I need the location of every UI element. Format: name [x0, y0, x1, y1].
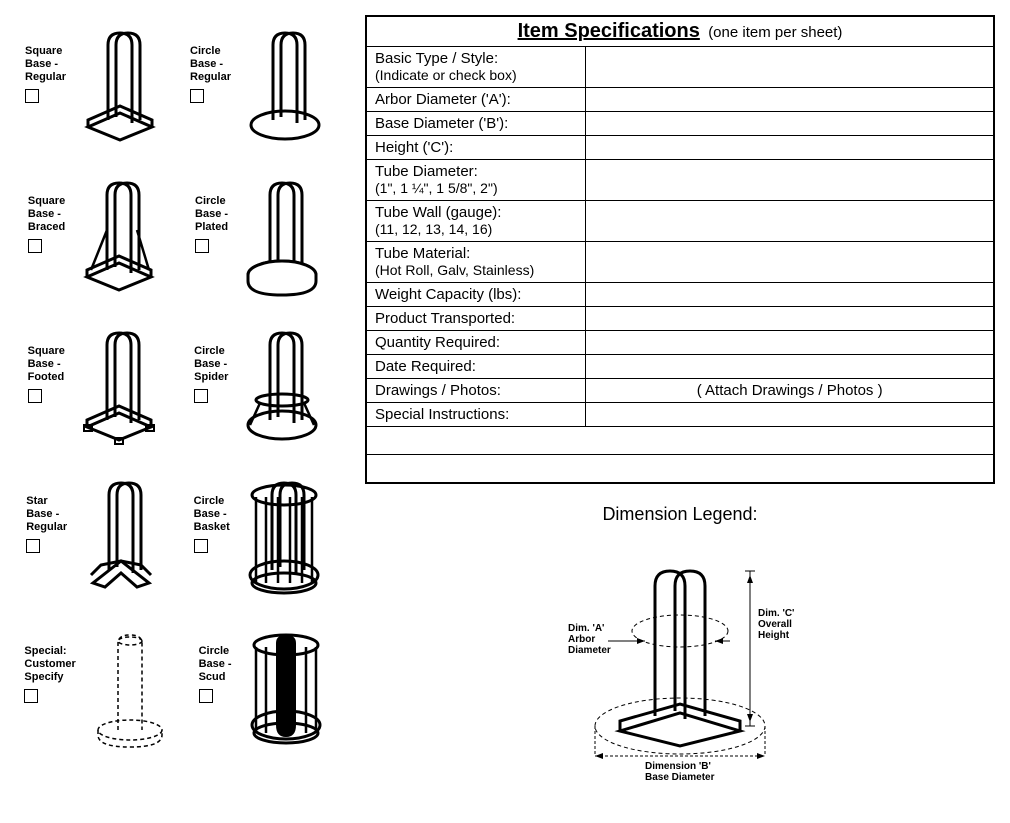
circle-regular-icon [235, 25, 335, 155]
spec-value[interactable] [586, 201, 994, 242]
spec-table: Item Specifications (one item per sheet)… [365, 15, 995, 484]
square-icon [69, 175, 169, 305]
circle-icon [234, 475, 334, 605]
legend-title: Dimension Legend: [365, 504, 995, 525]
type-checkbox[interactable] [194, 389, 208, 403]
type-checkbox[interactable] [28, 389, 42, 403]
type-checkbox[interactable] [190, 89, 204, 103]
spec-label: Tube Wall (gauge):(11, 12, 13, 14, 16) [366, 201, 586, 242]
type-checkbox[interactable] [28, 239, 42, 253]
circle-plated-icon [232, 175, 332, 305]
dimension-legend: Dimension Legend: Dim. 'C' [365, 504, 995, 786]
type-checkbox[interactable] [199, 689, 213, 703]
square-icon [69, 325, 169, 455]
type-label: Square Base - Regular [25, 45, 66, 85]
type-label: Circle Base - Scud [199, 645, 232, 685]
circle-basket-icon [234, 475, 334, 605]
type-label: Square Base - Braced [28, 195, 65, 235]
spec-label: Special Instructions: [366, 403, 586, 427]
spec-label: Product Transported: [366, 307, 586, 331]
spec-label: Base Diameter ('B'): [366, 112, 586, 136]
spec-value[interactable]: ( Attach Drawings / Photos ) [586, 379, 994, 403]
spec-label: Basic Type / Style:(Indicate or check bo… [366, 47, 586, 88]
star-regular-icon [71, 475, 171, 605]
square-footed-icon [69, 325, 169, 455]
spec-value[interactable] [586, 136, 994, 160]
type-label: Square Base - Footed [28, 345, 65, 385]
spec-value[interactable] [586, 283, 994, 307]
spec-value[interactable] [586, 112, 994, 136]
type-option-square-braced: Square Base - Braced [28, 175, 169, 305]
type-option-special: Special: Customer Specify [24, 625, 179, 755]
circle-scud-icon [236, 625, 336, 755]
type-option-circle-plated: Circle Base - Plated [195, 175, 332, 305]
circle-icon [236, 625, 336, 755]
spec-label: Tube Material:(Hot Roll, Galv, Stainless… [366, 242, 586, 283]
spec-label: Height ('C'): [366, 136, 586, 160]
spec-title: Item Specifications [518, 20, 700, 42]
type-option-circle-regular: Circle Base - Regular [190, 25, 335, 155]
spec-label: Date Required: [366, 355, 586, 379]
spec-value[interactable] [586, 355, 994, 379]
type-option-square-regular: Square Base - Regular [25, 25, 170, 155]
type-label: Star Base - Regular [26, 495, 67, 535]
star-regular-icon [71, 475, 171, 605]
type-label: Circle Base - Regular [190, 45, 231, 85]
type-checkbox[interactable] [25, 89, 39, 103]
spec-blank-row[interactable] [366, 427, 994, 455]
spec-title-cell: Item Specifications (one item per sheet) [366, 16, 994, 47]
type-option-star-regular: Star Base - Regular [26, 475, 171, 605]
dim-a-label: Dim. 'A' Arbor Diameter [568, 623, 611, 656]
spec-value[interactable] [586, 88, 994, 112]
spec-label: Drawings / Photos: [366, 379, 586, 403]
spec-label: Tube Diameter:(1", 1 ¼", 1 5/8", 2") [366, 160, 586, 201]
type-checkbox[interactable] [26, 539, 40, 553]
square-regular-icon [70, 25, 170, 155]
spec-value[interactable] [586, 331, 994, 355]
legend-diagram: Dim. 'C' Overall Height Dim. 'A' Arbor D… [550, 531, 810, 781]
type-option-square-footed: Square Base - Footed [28, 325, 169, 455]
spec-subtitle: (one item per sheet) [708, 24, 842, 41]
dim-b-label: Dimension 'B' Base Diameter [645, 761, 715, 781]
type-label: Circle Base - Spider [194, 345, 228, 385]
circle-icon [232, 175, 332, 305]
square-braced-icon [69, 175, 169, 305]
type-option-circle-scud: Circle Base - Scud [199, 625, 336, 755]
type-label: Special: Customer Specify [24, 645, 75, 685]
circle-icon [232, 325, 332, 455]
spec-value[interactable] [586, 242, 994, 283]
spec-label: Quantity Required: [366, 331, 586, 355]
spec-value[interactable] [586, 47, 994, 88]
circle-icon [235, 25, 335, 155]
spec-value[interactable] [586, 307, 994, 331]
dim-c-label: Dim. 'C' Overall Height [758, 608, 797, 641]
special-icon [80, 625, 180, 755]
type-label: Circle Base - Basket [194, 495, 230, 535]
spec-value[interactable] [586, 403, 994, 427]
type-checkbox[interactable] [195, 239, 209, 253]
type-checkbox[interactable] [24, 689, 38, 703]
type-checkbox[interactable] [194, 539, 208, 553]
type-option-circle-spider: Circle Base - Spider [194, 325, 332, 455]
spec-label: Weight Capacity (lbs): [366, 283, 586, 307]
spec-label: Arbor Diameter ('A'): [366, 88, 586, 112]
circle-spider-icon [232, 325, 332, 455]
square-icon [70, 25, 170, 155]
type-option-circle-basket: Circle Base - Basket [194, 475, 334, 605]
spec-blank-row[interactable] [366, 455, 994, 483]
type-label: Circle Base - Plated [195, 195, 228, 235]
spec-value[interactable] [586, 160, 994, 201]
special-icon [80, 625, 180, 755]
